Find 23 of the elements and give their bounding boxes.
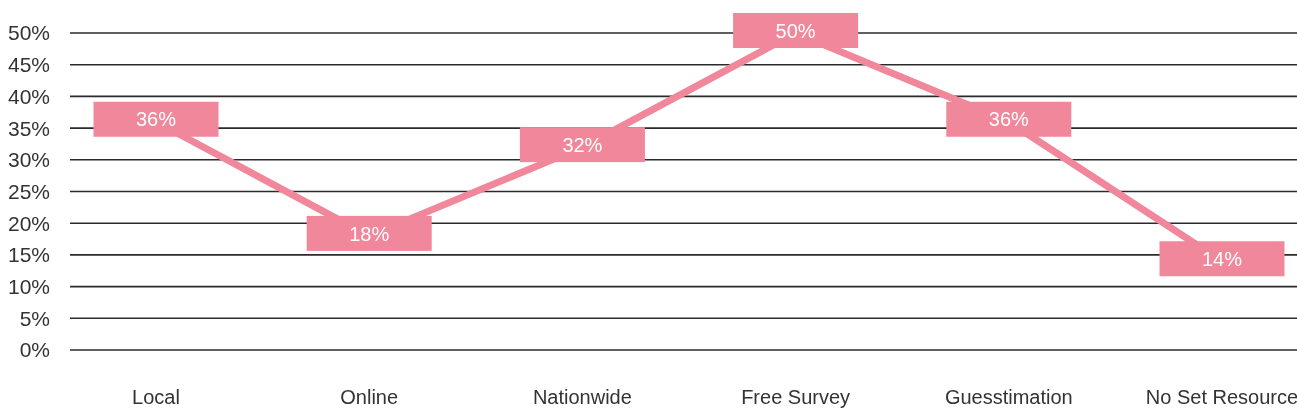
y-tick-label: 20% <box>7 211 50 235</box>
y-tick-label: 10% <box>7 275 50 299</box>
data-label: 36% <box>135 108 177 131</box>
data-label: 14% <box>1201 247 1243 270</box>
y-tick-label: 5% <box>19 306 50 330</box>
y-tick-label: 40% <box>7 84 50 108</box>
x-tick-label: Nationwide <box>532 386 632 409</box>
data-label: 50% <box>775 19 816 42</box>
y-tick-label: 30% <box>7 148 50 172</box>
y-tick-label: 0% <box>19 338 50 362</box>
y-tick-label: 35% <box>7 116 50 140</box>
x-tick-label: Local <box>132 386 180 409</box>
x-tick-label: Online <box>340 386 399 409</box>
x-tick-label: Guesstimation <box>944 386 1073 409</box>
data-label: 36% <box>988 108 1030 131</box>
x-tick-label: Free Survey <box>741 386 851 409</box>
y-tick-label: 25% <box>7 179 50 203</box>
y-tick-label: 50% <box>7 21 50 45</box>
y-tick-label: 45% <box>7 53 50 77</box>
y-tick-label: 15% <box>7 243 50 267</box>
data-label: 32% <box>562 133 603 156</box>
data-label: 18% <box>349 222 390 245</box>
x-tick-label: No Set Resource <box>1145 386 1297 409</box>
